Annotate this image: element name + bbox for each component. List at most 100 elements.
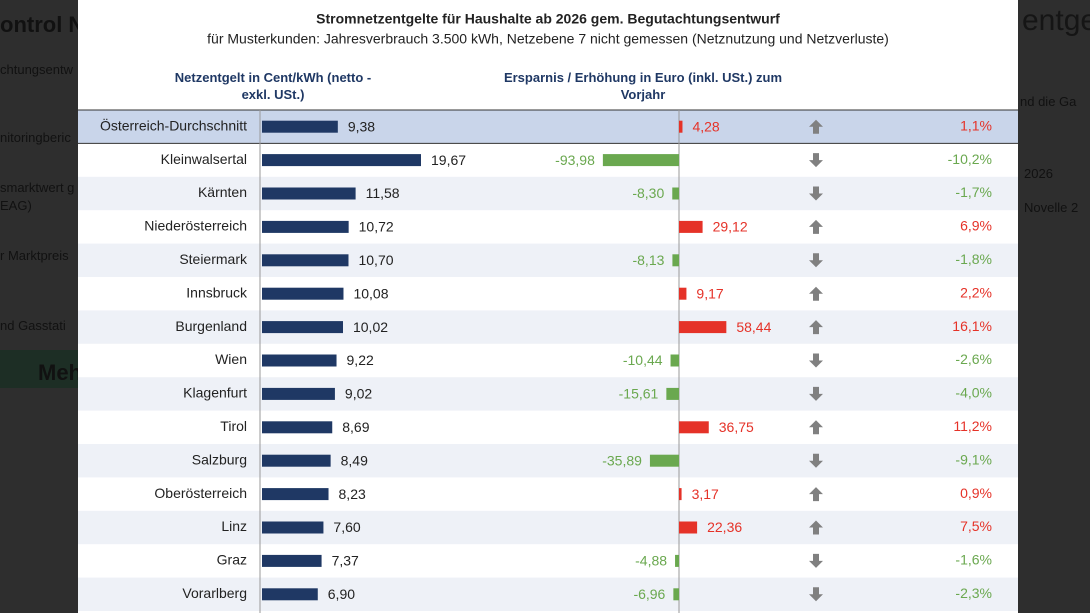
data-label: 10,08: [353, 285, 388, 301]
percent-label: -1,6%: [955, 552, 992, 568]
row-label: Linz: [221, 518, 247, 534]
row-label: Kärnten: [198, 184, 247, 200]
data-label: 9,22: [347, 352, 374, 368]
row-label: Klagenfurt: [183, 385, 247, 401]
background-text: Meh: [38, 360, 82, 385]
chart-panel: Stromnetzentgelte für Haushalte ab 2026 …: [78, 0, 1018, 613]
stripe-row: [78, 510, 1018, 545]
arrow-up: [809, 320, 823, 335]
data-label: 8,23: [339, 486, 366, 502]
bar: [262, 454, 331, 467]
arrow-down: [809, 186, 823, 201]
arrow-down: [809, 553, 823, 568]
bar: [262, 521, 324, 534]
arrow-down: [809, 587, 823, 602]
bar: [262, 120, 338, 133]
background-text: 2026: [1024, 166, 1053, 181]
change-bar: [672, 187, 679, 200]
background-text: nitoringberic: [0, 130, 71, 145]
data-label: -10,44: [623, 352, 663, 368]
bar: [262, 187, 356, 200]
background-text: chtungsentw: [0, 62, 73, 77]
row-label: Burgenland: [175, 318, 247, 334]
background-text: nd die Ga: [1020, 94, 1077, 109]
percent-label: 16,1%: [952, 318, 992, 334]
row-label: Vorarlberg: [182, 585, 247, 601]
data-label: 10,02: [353, 319, 388, 335]
highlight-row: [78, 110, 1018, 144]
data-label: 3,17: [692, 486, 719, 502]
data-label: 10,70: [358, 252, 393, 268]
change-bar: [679, 521, 698, 534]
percent-label: -10,2%: [948, 151, 992, 167]
percent-label: -2,6%: [955, 351, 992, 367]
data-label: -4,88: [635, 553, 667, 569]
bar: [262, 354, 337, 367]
data-label: 29,12: [713, 219, 748, 235]
change-bar: [602, 154, 679, 167]
background-text: smarktwert g: [0, 180, 75, 195]
row-label: Oberösterreich: [154, 485, 247, 501]
row-label: Kleinwalsertal: [161, 151, 247, 167]
background-text: EAG): [0, 198, 32, 213]
data-label: 8,69: [342, 419, 369, 435]
stripe-row: [78, 310, 1018, 344]
percent-label: -9,1%: [955, 451, 992, 467]
background-button: [0, 350, 78, 388]
data-label: 7,37: [332, 553, 359, 569]
percent-label: -1,7%: [955, 184, 992, 200]
background-text: entgelte: [1022, 4, 1090, 37]
change-bar: [679, 220, 703, 233]
change-bar: [679, 421, 709, 434]
data-label: -8,13: [632, 252, 664, 268]
arrow-up: [809, 487, 823, 502]
bar: [262, 421, 333, 434]
bar: [262, 321, 343, 334]
arrow-up: [809, 286, 823, 301]
background-text: r Marktpreis: [0, 248, 69, 263]
percent-label: -1,8%: [955, 251, 992, 267]
stripe-row: [78, 243, 1018, 277]
change-bar: [679, 287, 687, 300]
change-bar: [679, 488, 682, 501]
bar: [262, 554, 322, 567]
background-text: nd Gasstati: [0, 318, 66, 333]
percent-label: 1,1%: [960, 117, 992, 133]
arrow-down: [809, 253, 823, 268]
data-label: -15,61: [619, 386, 659, 402]
chart-title: Stromnetzentgelte für Haushalte ab 2026 …: [316, 11, 780, 27]
column-header: Netzentgelt in Cent/kWh (netto - exkl. U…: [174, 70, 372, 102]
data-label: 6,90: [328, 586, 355, 602]
stripe-row: [78, 444, 1018, 478]
bar: [262, 387, 335, 400]
row-label: Salzburg: [192, 451, 247, 467]
stripe-row: [78, 176, 1018, 211]
data-label: 9,38: [348, 118, 375, 134]
chart-subtitle: für Musterkunden: Jahresverbrauch 3.500 …: [207, 31, 889, 47]
bar: [262, 220, 349, 233]
change-bar: [679, 321, 727, 334]
bar: [262, 488, 329, 501]
change-bar: [672, 254, 679, 267]
arrow-up: [809, 520, 823, 535]
row-label: Niederösterreich: [144, 218, 247, 234]
change-bar: [673, 588, 679, 601]
data-label: -8,30: [632, 185, 664, 201]
row-label: Österreich-Durchschnitt: [100, 116, 247, 133]
change-bar: [666, 387, 679, 400]
arrow-down: [809, 386, 823, 401]
arrow-up: [809, 420, 823, 435]
row-label: Innsbruck: [186, 284, 248, 300]
change-bar: [675, 554, 679, 567]
data-label: 10,72: [359, 219, 394, 235]
data-label: 22,36: [707, 519, 742, 535]
percent-label: 7,5%: [960, 518, 992, 534]
percent-label: 6,9%: [960, 218, 992, 234]
data-label: 4,28: [692, 118, 719, 134]
row-label: Tirol: [220, 418, 247, 434]
arrow-up: [809, 219, 823, 234]
background-text: Novelle 2: [1024, 200, 1079, 215]
data-label: 36,75: [719, 419, 754, 435]
bar: [262, 154, 421, 167]
percent-label: -2,3%: [955, 585, 992, 601]
